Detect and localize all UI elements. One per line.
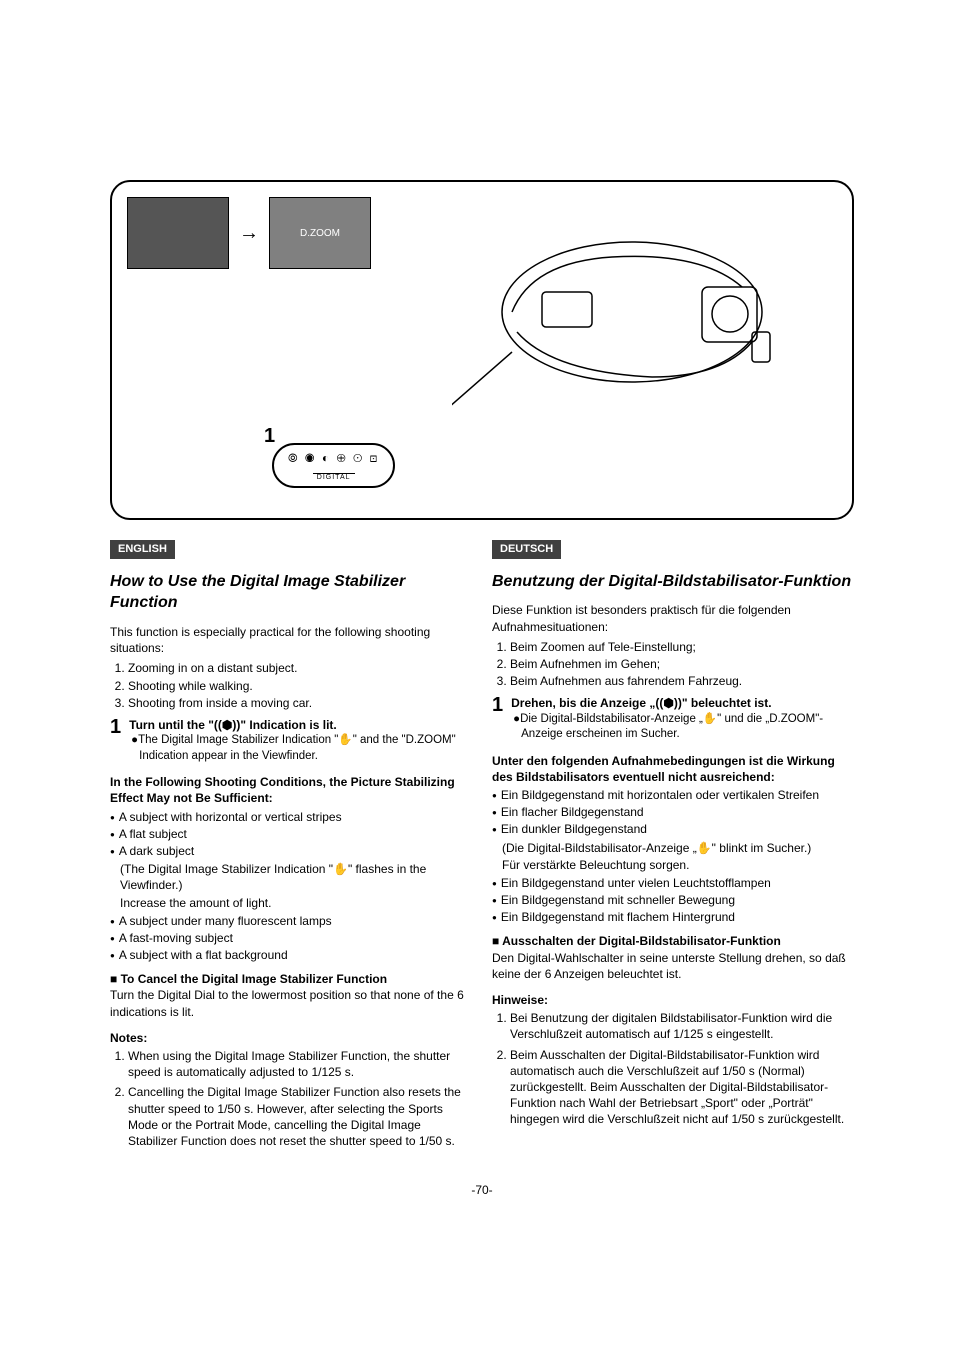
step-number: 1 [492, 695, 503, 742]
notes-list: When using the Digital Image Stabilizer … [110, 1048, 472, 1149]
step-body: Turn until the "((⬢))" Indication is lit… [129, 717, 472, 764]
list-item: Zooming in on a distant subject. [128, 660, 472, 676]
list-item: Shooting from inside a moving car. [128, 695, 472, 711]
manual-page: → D.ZOOM 1 ⦾ ◉ ◐ ⊕ ⊙ ⊡ DIGITAL [0, 0, 954, 1257]
thumb-before [127, 197, 229, 269]
step-title: Turn until the "((⬢))" Indication is lit… [129, 717, 472, 733]
cancel-body: Den Digital-Wahlschalter in seine unters… [492, 950, 854, 982]
list-item: Bei Benutzung der digitalen Bildstabilis… [510, 1010, 854, 1042]
deutsch-title: Benutzung der Digital-Bildstabilisator-F… [492, 571, 854, 593]
english-column: ENGLISH How to Use the Digital Image Sta… [110, 540, 472, 1153]
cond-paren2: Für verstärkte Beleuchtung sorgen. [492, 857, 854, 873]
page-number: -70- [110, 1183, 854, 1197]
english-title: How to Use the Digital Image Stabilizer … [110, 571, 472, 614]
list-item: Ein Bildgegenstand mit horizontalen oder… [492, 787, 854, 803]
step-sub: ●Die Digital-Bildstabilisator-Anzeige „✋… [511, 712, 854, 743]
list-item: Ein Bildgegenstand unter vielen Leuchtst… [492, 875, 854, 891]
cancel-head: To Cancel the Digital Image Stabilizer F… [110, 971, 472, 987]
arrow-icon: → [239, 222, 259, 245]
step-sub: ●The Digital Image Stabilizer Indication… [129, 733, 472, 764]
dial-icons: ⦾ ◉ ◐ ⊕ ⊙ ⊡ [288, 451, 379, 466]
notes-head: Hinweise: [492, 992, 854, 1008]
thumb-after: D.ZOOM [269, 197, 371, 269]
list-item: Ein Bildgegenstand mit flachem Hintergru… [492, 909, 854, 925]
cond-list2: Ein Bildgegenstand unter vielen Leuchtst… [492, 875, 854, 926]
list-item: Beim Zoomen auf Tele-Einstellung; [510, 639, 854, 655]
cond-head: In the Following Shooting Conditions, th… [110, 774, 472, 806]
deutsch-column: DEUTSCH Benutzung der Digital-Bildstabil… [492, 540, 854, 1153]
dial-step-number: 1 [264, 425, 275, 448]
step-body: Drehen, bis die Anzeige „((⬢))" beleucht… [511, 695, 854, 742]
list-item: A fast-moving subject [110, 930, 472, 946]
cancel-head: Ausschalten der Digital-Bildstabilisator… [492, 933, 854, 949]
illustration-panel: → D.ZOOM 1 ⦾ ◉ ◐ ⊕ ⊙ ⊡ DIGITAL [110, 180, 854, 520]
list-item: A subject with a flat background [110, 947, 472, 963]
list-item: Shooting while walking. [128, 678, 472, 694]
list-item: A subject under many fluorescent lamps [110, 913, 472, 929]
cond-head: Unter den folgenden Aufnahmebedingungen … [492, 753, 854, 785]
english-intro: This function is especially practical fo… [110, 624, 472, 656]
list-item: Ein dunkler Bildgegenstand [492, 821, 854, 837]
cond-paren2: Increase the amount of light. [110, 895, 472, 911]
list-item: Cancelling the Digital Image Stabilizer … [128, 1084, 472, 1149]
deutsch-tag: DEUTSCH [492, 540, 561, 559]
dzoom-overlay: D.ZOOM [300, 228, 340, 239]
deutsch-step: 1 Drehen, bis die Anzeige „((⬢))" beleuc… [492, 695, 854, 742]
step-number: 1 [110, 717, 121, 764]
notes-head: Notes: [110, 1030, 472, 1046]
step-title: Drehen, bis die Anzeige „((⬢))" beleucht… [511, 695, 854, 711]
deutsch-intro: Diese Funktion ist besonders praktisch f… [492, 602, 854, 634]
cond-paren1: (The Digital Image Stabilizer Indication… [110, 861, 472, 893]
dial-label: DIGITAL [313, 473, 355, 481]
english-tag: ENGLISH [110, 540, 175, 559]
list-item: Ein flacher Bildgegenstand [492, 804, 854, 820]
list-item: A flat subject [110, 826, 472, 842]
list-item: Beim Aufnehmen aus fahrendem Fahrzeug. [510, 673, 854, 689]
notes-list: Bei Benutzung der digitalen Bildstabilis… [492, 1010, 854, 1127]
list-item: Beim Aufnehmen im Gehen; [510, 656, 854, 672]
cond-paren1: (Die Digital-Bildstabilisator-Anzeige „✋… [492, 840, 854, 856]
cond-list: A subject with horizontal or vertical st… [110, 809, 472, 860]
two-column-layout: ENGLISH How to Use the Digital Image Sta… [110, 540, 854, 1153]
cond-list2: A subject under many fluorescent lamps A… [110, 913, 472, 964]
english-step: 1 Turn until the "((⬢))" Indication is l… [110, 717, 472, 764]
list-item: When using the Digital Image Stabilizer … [128, 1048, 472, 1080]
cond-list: Ein Bildgegenstand mit horizontalen oder… [492, 787, 854, 838]
list-item: Beim Ausschalten der Digital-Bildstabili… [510, 1047, 854, 1128]
camcorder-illustration [452, 202, 792, 432]
cancel-body: Turn the Digital Dial to the lowermost p… [110, 987, 472, 1019]
deutsch-situations: Beim Zoomen auf Tele-Einstellung; Beim A… [492, 639, 854, 690]
list-item: A dark subject [110, 843, 472, 859]
list-item: A subject with horizontal or vertical st… [110, 809, 472, 825]
english-situations: Zooming in on a distant subject. Shootin… [110, 660, 472, 711]
list-item: Ein Bildgegenstand mit schneller Bewegun… [492, 892, 854, 908]
digital-dial: 1 ⦾ ◉ ◐ ⊕ ⊙ ⊡ DIGITAL [272, 443, 395, 488]
